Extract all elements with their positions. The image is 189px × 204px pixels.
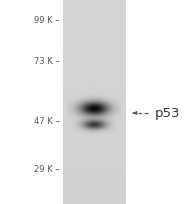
- Text: 73 K –: 73 K –: [34, 57, 60, 66]
- Text: 99 K –: 99 K –: [35, 16, 60, 25]
- Text: 47 K –: 47 K –: [34, 117, 60, 126]
- Text: 29 K –: 29 K –: [35, 165, 60, 174]
- Text: p53: p53: [155, 106, 180, 120]
